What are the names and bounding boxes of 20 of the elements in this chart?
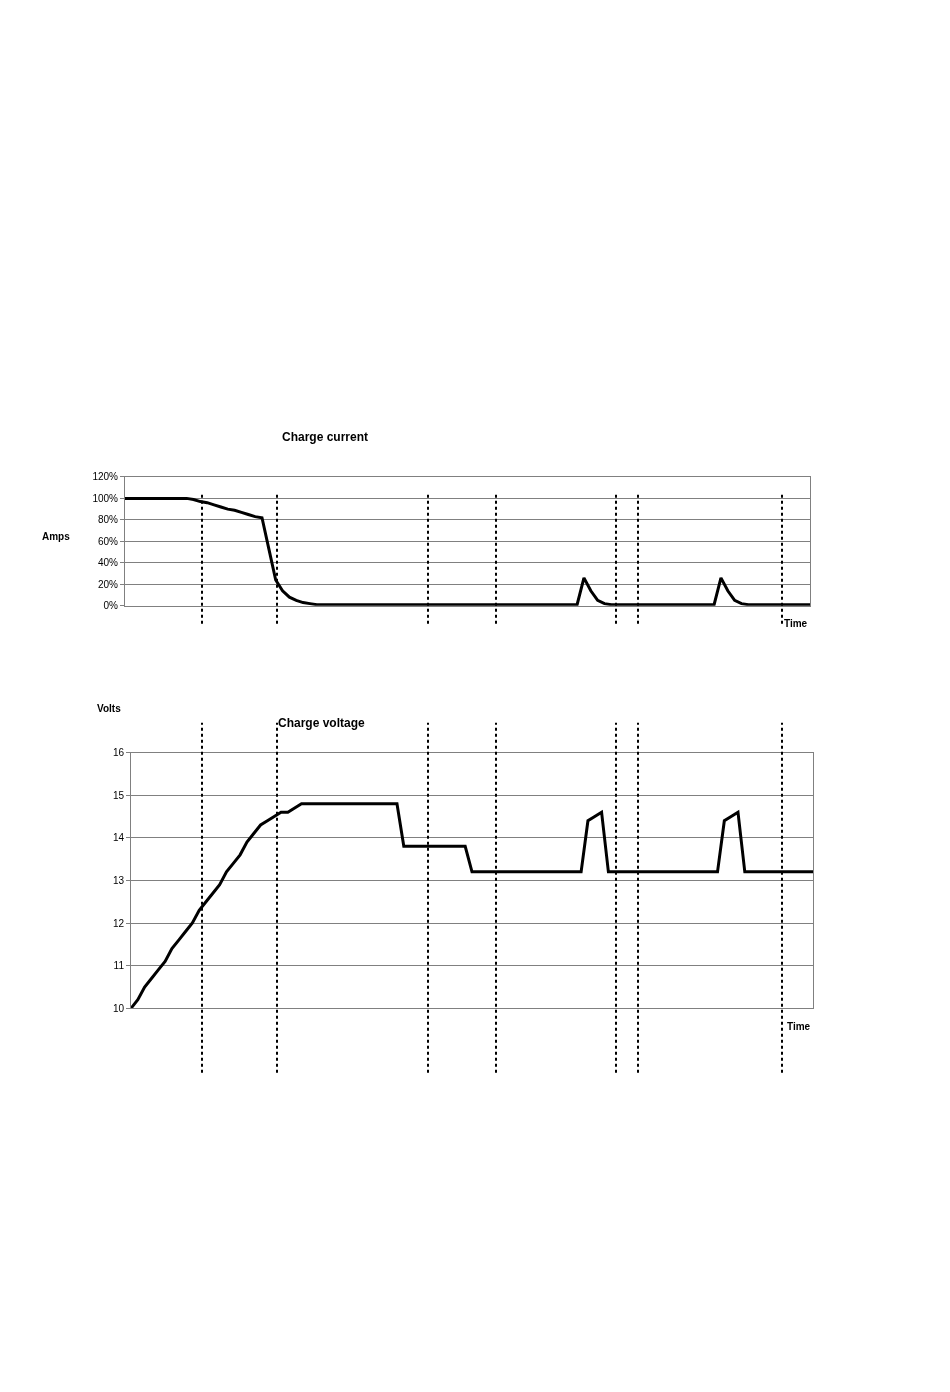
y-tick-label: 13 (112, 874, 125, 886)
chart-title: Charge current (282, 430, 369, 444)
y-tick-label: 60% (97, 535, 119, 547)
y-tick-label: 14 (112, 832, 125, 844)
x-axis-title: Time (784, 618, 808, 629)
y-tick-label: 11 (113, 960, 125, 972)
y-tick-label: 40% (97, 557, 119, 569)
y-tick-label: 20% (97, 578, 119, 590)
y-tick-label: 100% (92, 492, 119, 504)
y-tick-label: 10 (112, 1002, 125, 1014)
y-tick-label: 120% (92, 471, 119, 483)
chart-title: Charge voltage (278, 716, 366, 730)
x-axis-title: Time (787, 1021, 811, 1032)
y-axis-title: Amps (42, 531, 71, 542)
y-axis-title: Volts (97, 703, 122, 714)
y-tick-label: 80% (97, 514, 119, 526)
y-tick-label: 15 (112, 789, 125, 801)
y-tick-label: 12 (112, 917, 125, 929)
y-tick-label: 16 (112, 747, 125, 759)
y-tick-label: 0% (103, 600, 119, 612)
